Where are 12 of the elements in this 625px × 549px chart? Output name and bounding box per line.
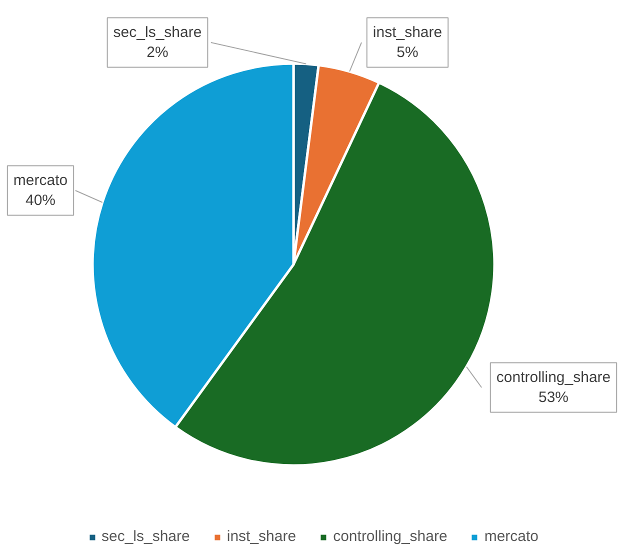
slice-label: sec_ls_share bbox=[113, 24, 202, 41]
slice-label: inst_share bbox=[372, 24, 442, 41]
legend-label: controlling_share bbox=[333, 528, 448, 545]
data-label: 2% bbox=[146, 44, 168, 62]
slice-label: mercato bbox=[13, 172, 68, 189]
legend-label: sec_ls_share bbox=[101, 528, 190, 545]
slice-label: controlling_share bbox=[496, 368, 611, 386]
data-label: 5% bbox=[396, 44, 418, 62]
data-label: 53% bbox=[538, 389, 569, 406]
legend-label: mercato bbox=[484, 528, 539, 545]
data-label: 40% bbox=[25, 192, 56, 210]
legend-label: inst_share bbox=[226, 528, 296, 545]
